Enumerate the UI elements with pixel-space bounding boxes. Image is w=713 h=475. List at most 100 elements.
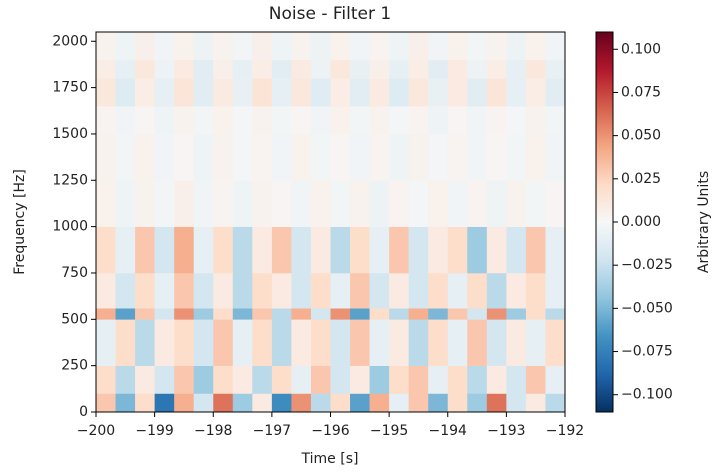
x-axis-label: Time [s] [301, 451, 359, 467]
heatmap-cell [486, 59, 507, 79]
heatmap-cell [135, 180, 155, 227]
heatmap-cell [467, 365, 488, 394]
heatmap-cell [369, 226, 390, 274]
heatmap-cell [271, 308, 292, 320]
heatmap-cell [506, 59, 527, 79]
heatmap-cell [252, 106, 273, 135]
heatmap-cell [447, 393, 468, 413]
heatmap-cell [271, 272, 292, 309]
heatmap-cell [135, 78, 155, 107]
heatmap-cell [389, 272, 409, 309]
heatmap-cell [350, 133, 370, 181]
heatmap-cell [193, 393, 214, 413]
heatmap-cell [310, 180, 331, 227]
heatmap-cell [506, 180, 527, 227]
y-tick-label: 1500 [52, 126, 88, 142]
heatmap-cell [291, 365, 312, 394]
heatmap-cell [135, 32, 155, 61]
heatmap-cell [369, 78, 390, 107]
heatmap-cell [310, 226, 331, 274]
heatmap-cell [467, 180, 488, 227]
heatmap-cell [232, 59, 253, 79]
heatmap-cell [213, 180, 234, 227]
heatmap-cell [350, 226, 370, 274]
heatmap-cell [174, 226, 195, 274]
heatmap-cell [174, 59, 195, 79]
heatmap-cell [330, 393, 351, 413]
heatmap-cell [545, 272, 566, 309]
heatmap-cell [232, 308, 253, 320]
heatmap-cell [193, 133, 214, 181]
heatmap-cell [408, 180, 429, 227]
y-tick-label: 1250 [52, 172, 88, 188]
heatmap-cell [467, 393, 488, 413]
y-tick-label: 750 [61, 265, 88, 281]
heatmap-cell [428, 365, 449, 394]
heatmap-cell [135, 308, 155, 320]
heatmap-cell [330, 78, 351, 107]
heatmap-cell [232, 106, 253, 135]
heatmap-cell [428, 272, 449, 309]
colorbar-tick-label: −0.050 [621, 300, 673, 316]
heatmap-cell [428, 106, 449, 135]
heatmap-cell [486, 319, 507, 366]
heatmap-cell [96, 308, 116, 320]
heatmap-cell [506, 319, 527, 366]
colorbar-tick-label: 0.000 [621, 214, 661, 230]
chart-title: Noise - Filter 1 [269, 4, 391, 24]
heatmap-cell [350, 272, 370, 309]
heatmap-cell [330, 32, 351, 61]
heatmap-cell [545, 308, 566, 320]
heatmap-cell [154, 106, 175, 135]
y-tick-label: 250 [61, 358, 88, 374]
heatmap-cell [545, 365, 566, 394]
x-tick-label: −200 [77, 423, 115, 439]
heatmap-cell [291, 78, 312, 107]
x-tick-label: −193 [487, 423, 525, 439]
heatmap-cell [252, 272, 273, 309]
heatmap-cell [174, 365, 195, 394]
heatmap-cell [174, 106, 195, 135]
heatmap-cell [350, 106, 370, 135]
heatmap-cell [369, 319, 390, 366]
heatmap-cell [525, 226, 546, 274]
heatmap-cell [408, 365, 429, 394]
colorbar-label: Arbitrary Units [696, 171, 712, 273]
heatmap-cell [525, 319, 546, 366]
colorbar-tick-label: −0.025 [621, 257, 673, 273]
heatmap-cell [271, 319, 292, 366]
heatmap-cell [213, 133, 234, 181]
heatmap-cell [135, 133, 155, 181]
heatmap-cell [232, 133, 253, 181]
heatmap-cell [525, 106, 546, 135]
y-tick-label: 1750 [52, 80, 88, 96]
heatmap-cell [115, 133, 136, 181]
heatmap-cell [154, 319, 175, 366]
heatmap-cell [213, 319, 234, 366]
heatmap-cell [467, 133, 488, 181]
heatmap-cell [232, 365, 253, 394]
heatmap-cell [135, 319, 155, 366]
heatmap-cell [135, 393, 155, 413]
heatmap-cell [115, 78, 136, 107]
heatmap-cell [252, 393, 273, 413]
heatmap-cell [467, 308, 488, 320]
heatmap-cell [193, 226, 214, 274]
heatmap-cell [447, 106, 468, 135]
y-axis-label: Frequency [Hz] [12, 169, 28, 275]
heatmap-cell [252, 180, 273, 227]
heatmap-cell [135, 226, 155, 274]
heatmap-cell [232, 319, 253, 366]
x-tick-label: −192 [546, 423, 584, 439]
heatmap-cell [350, 78, 370, 107]
heatmap-cell [213, 59, 234, 79]
heatmap-cell [174, 78, 195, 107]
heatmap-cell [271, 133, 292, 181]
heatmap-cell [447, 308, 468, 320]
heatmap-cell [291, 272, 312, 309]
heatmap-cell [96, 319, 116, 366]
heatmap-cell [310, 106, 331, 135]
heatmap-cell [193, 272, 214, 309]
heatmap-cell [135, 59, 155, 79]
heatmap-cell [506, 308, 527, 320]
